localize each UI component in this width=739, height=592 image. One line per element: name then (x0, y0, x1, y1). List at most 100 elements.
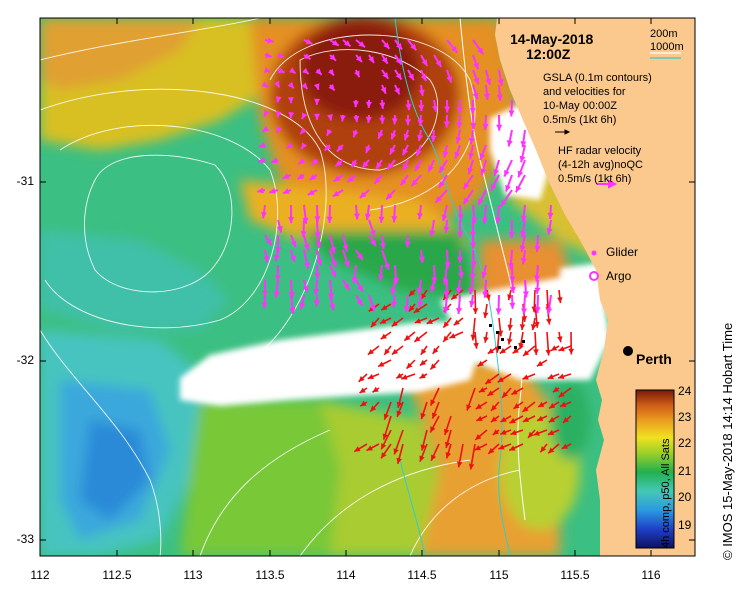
hf-arrow (443, 219, 450, 233)
hf-arrow (407, 69, 415, 81)
hf-arrow (377, 264, 384, 281)
hf-arrow (417, 294, 424, 308)
hf-arrow (520, 249, 527, 265)
hf-arrow (415, 144, 422, 157)
gsla-arrow (359, 400, 368, 407)
gsla-arrow (507, 331, 513, 345)
hf-arrow (509, 294, 516, 309)
hf-arrow (443, 114, 450, 128)
hf-arrow (329, 249, 338, 268)
hf-arrow (469, 99, 476, 115)
hf-arrow (274, 264, 281, 281)
map-date: 14-May-2018 (510, 31, 594, 47)
hf-arrow (472, 69, 480, 85)
gsla-legend-line4: 0.5m/s (1kt 6h) (543, 114, 617, 126)
gsla-arrow (380, 429, 392, 450)
hf-arrow (417, 114, 424, 127)
gsla-arrow (536, 415, 548, 422)
gsla-arrow (484, 373, 500, 385)
hf-arrow (485, 69, 492, 86)
hf-arrow (365, 114, 372, 124)
colorbar-tick: 23 (678, 410, 692, 424)
hf-arrow (517, 159, 526, 178)
hf-arrow (386, 159, 396, 171)
gsla-arrow (537, 401, 548, 408)
hf-arrow (288, 204, 295, 224)
hf-arrow (481, 264, 488, 279)
hf-arrow (329, 264, 337, 278)
hf-arrow (378, 204, 385, 223)
hf-arrow (355, 249, 364, 261)
gsla-arrow (413, 303, 428, 314)
gsla-arrow (511, 387, 524, 396)
hf-arrow (503, 159, 513, 177)
gsla-legend-line1: GSLA (0.1m contours) (543, 72, 652, 84)
gsla-arrow (358, 373, 368, 383)
gsla-arrow (539, 443, 548, 453)
gsla-arrow (546, 303, 552, 325)
gsla-arrow (512, 345, 524, 354)
hf-arrow (407, 39, 418, 51)
hf-arrow (368, 54, 375, 64)
gsla-arrow (547, 443, 560, 454)
gsla-arrow (474, 443, 488, 451)
hf-arrow (381, 69, 390, 80)
x-tick-label: 116 (641, 568, 661, 582)
hf-arrow (508, 99, 515, 117)
gsla-arrow (483, 331, 489, 343)
hf-arrow (375, 159, 383, 170)
legend-200m-label: 200m (650, 28, 678, 40)
hf-arrow (307, 189, 318, 196)
hf-arrow (470, 114, 477, 130)
hf-arrow (289, 294, 296, 315)
gsla-arrow (353, 443, 368, 453)
hf-arrow (391, 114, 398, 125)
hf-arrow (404, 234, 411, 248)
gsla-arrow (474, 429, 488, 441)
imos-credit: © IMOS 15-May-2018 14:14 Hobart Time (720, 322, 735, 560)
hf-arrow (287, 81, 295, 89)
gsla-legend-line2: and velocities for (543, 86, 626, 98)
gsla-arrow (497, 373, 512, 383)
hf-arrow (342, 39, 352, 48)
y-tick-label: -31 (16, 174, 34, 188)
colorbar (635, 389, 675, 549)
gsla-arrow (420, 401, 428, 420)
hf-arrow (261, 279, 268, 298)
gsla-arrow (429, 359, 440, 371)
hf-arrow (394, 84, 401, 95)
hf-arrow (353, 114, 360, 123)
hf-arrow (308, 174, 318, 181)
hf-arrow (334, 159, 344, 168)
perth-label: Perth (636, 351, 672, 367)
glider-legend-marker (591, 250, 597, 256)
hf-arrow (392, 264, 399, 285)
hf-arrow (329, 294, 336, 311)
gsla-arrow (500, 415, 512, 423)
hf-arrow (470, 234, 477, 249)
gsla-arrow (466, 387, 476, 411)
gsla-arrow (562, 415, 572, 424)
gsla-arrow (547, 373, 560, 380)
gsla-arrow (380, 443, 392, 459)
hf-arrow (276, 219, 283, 233)
gsla-arrow (400, 373, 416, 380)
gsla-arrow (492, 429, 500, 436)
hf-arrow (275, 111, 282, 118)
gsla-arrow (408, 303, 416, 313)
gsla-arrow (473, 331, 479, 349)
hf-arrow (263, 249, 270, 263)
gsla-arrow (444, 429, 452, 449)
gsla-arrow (487, 345, 500, 355)
gsla-arrow (552, 386, 560, 393)
hf-arrow (417, 204, 424, 220)
hf-arrow (534, 279, 541, 294)
hf-arrow (546, 219, 553, 235)
gsla-arrow (405, 359, 416, 370)
hf-arrow (316, 249, 323, 266)
gsla-arrow (468, 443, 476, 470)
hf-arrow (381, 39, 391, 50)
gsla-arrow (485, 289, 491, 301)
hf-arrow (346, 174, 357, 183)
hf-radar-arrows (257, 37, 554, 315)
